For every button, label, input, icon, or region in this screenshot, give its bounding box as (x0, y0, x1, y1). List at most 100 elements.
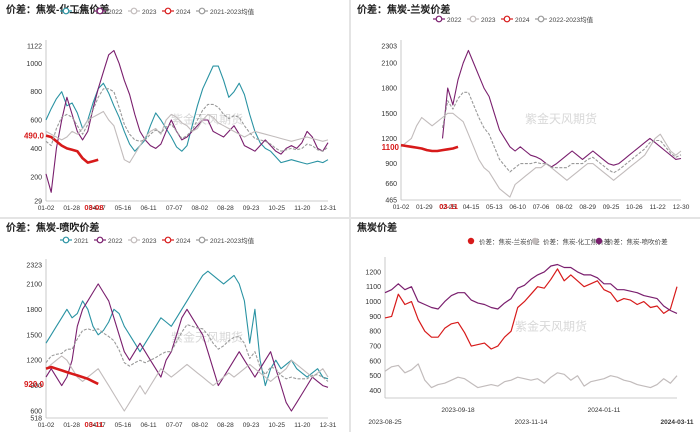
x-tick-label: 02-25 (439, 204, 456, 211)
series-line (45, 283, 329, 412)
x-tick-label: 08-28 (217, 205, 234, 212)
highlight-date-label: 03-11 (439, 202, 458, 211)
x-tick-label: 09-23 (243, 205, 260, 212)
legend-label: 2022 (108, 238, 123, 245)
x-tick-label: 11-20 (294, 422, 311, 429)
y-tick-label: 900 (369, 314, 381, 321)
x-tick-label: 08-02 (556, 204, 573, 211)
chart-panel-tr: 价差：焦炭-兰炭价差 2022 2023 2024 2022-2023均值 2303 210… (351, 0, 700, 217)
x-tick-label: 2024-01-11 (588, 407, 621, 414)
series-line (45, 324, 329, 382)
series-line (45, 134, 99, 164)
series-line (441, 49, 682, 168)
y-tick-label: 2100 (381, 61, 397, 68)
x-tick-label: 09-23 (243, 422, 260, 429)
legend-label: 2024 (515, 17, 530, 24)
series-line (45, 65, 329, 165)
watermark-text: 紫金天风期货 (515, 319, 587, 334)
series-line (45, 355, 329, 412)
y-tick-label: 600 (30, 118, 42, 125)
legend-label: 2024 (176, 238, 191, 245)
x-tick-label: 04-15 (463, 204, 480, 211)
y-tick-label: 900 (30, 383, 42, 390)
x-tick-label: 01-02 (38, 422, 55, 429)
y-tick-label: 2323 (26, 263, 42, 270)
x-tick-label: 05-13 (486, 204, 503, 211)
legend-marker (130, 236, 138, 244)
legend-label: 2021-2023均值 (210, 236, 255, 245)
y-tick-label: 400 (369, 388, 381, 395)
x-tick-label: 01-29 (416, 204, 433, 211)
y-tick-label: 1000 (365, 299, 381, 306)
y-tick-label: 2100 (26, 281, 42, 288)
x-tick-label: 07-06 (533, 204, 550, 211)
y-tick-label: 1200 (26, 358, 42, 365)
y-tick-label: 600 (30, 409, 42, 416)
x-tick-label: 08-02 (192, 205, 209, 212)
legend-label: 2022 (447, 17, 462, 24)
series-line (45, 88, 329, 152)
series-line (400, 112, 682, 198)
x-tick-label: 07-07 (166, 205, 183, 212)
watermark-text: 紫金天风期货 (171, 330, 243, 345)
y-tick-label: 600 (369, 358, 381, 365)
y-tick-label: 900 (385, 161, 397, 168)
chart-title: 价差：焦炭-化工焦价差 (6, 3, 109, 16)
x-tick-label: 09-25 (603, 204, 620, 211)
y-tick-label: 1800 (381, 86, 397, 93)
x-tick-label: 08-02 (192, 422, 209, 429)
x-tick-label: 05-16 (115, 422, 132, 429)
y-tick-label: 29 (34, 199, 42, 206)
legend-marker (467, 237, 475, 245)
legend-label: 价差：焦炭-兰炭价差 (479, 237, 540, 246)
x-tick-label: 10-25 (268, 205, 285, 212)
legend-label: 2022 (108, 9, 123, 16)
x-tick-label: 01-28 (63, 205, 80, 212)
y-tick-label: 1100 (366, 284, 381, 291)
series-line (384, 268, 678, 350)
chart-panel-bl: 价差：焦炭-喷吹价差 2021 2022 2023 2024 2021-2023均值 232… (0, 219, 349, 432)
legend-label: 2023 (481, 17, 496, 24)
y-tick-label: 2303 (381, 44, 397, 51)
legend-marker (503, 15, 511, 23)
x-tick-label: 2023-11-14 (515, 419, 548, 426)
legend-marker (435, 15, 443, 23)
legend-label: 2022-2023均值 (549, 15, 594, 24)
x-tick-label: 2023-09-18 (441, 407, 475, 414)
y-tick-label: 1122 (27, 44, 42, 51)
y-tick-label: 1000 (26, 61, 42, 68)
legend-marker (130, 7, 138, 15)
legend-marker (198, 7, 206, 15)
y-tick-label: 1200 (365, 269, 381, 276)
x-tick-label: 06-10 (509, 204, 526, 211)
x-tick-label: 2023-08-25 (368, 419, 402, 426)
y-tick-label: 518 (30, 416, 42, 423)
panel-divider-vertical (349, 0, 351, 432)
x-tick-label: 12-31 (320, 422, 337, 429)
legend-marker (96, 236, 104, 244)
legend-marker (537, 15, 545, 23)
x-tick-label: 2024-03-11 (661, 419, 694, 426)
highlight-date-label: 03-08 (84, 203, 103, 212)
chart-panel-br: 焦炭价差 价差：焦炭-兰炭价差 价差：焦炭-化工焦价差 价差：焦炭-喷吹价差 1200 1… (351, 219, 700, 432)
x-tick-label: 08-28 (217, 422, 234, 429)
x-tick-label: 11-20 (294, 205, 311, 212)
x-tick-label: 12-30 (673, 204, 690, 211)
legend-label: 价差：焦炭-喷吹价差 (607, 237, 668, 246)
x-tick-label: 04-17 (89, 422, 106, 429)
highlight-value-label: 1100 (382, 143, 400, 152)
y-tick-label: 1200 (381, 136, 397, 143)
legend-marker (62, 236, 70, 244)
y-tick-label: 500 (369, 373, 381, 380)
legend-marker (164, 236, 172, 244)
legend-label: 2021-2023均值 (210, 7, 255, 16)
legend-marker (469, 15, 477, 23)
chart-title: 焦炭价差 (356, 221, 397, 234)
watermark-text: 紫金天风期货 (171, 112, 243, 127)
x-tick-label: 01-02 (393, 204, 410, 211)
watermark-text: 紫金天风期货 (525, 111, 597, 126)
legend-label: 2021 (74, 238, 89, 245)
